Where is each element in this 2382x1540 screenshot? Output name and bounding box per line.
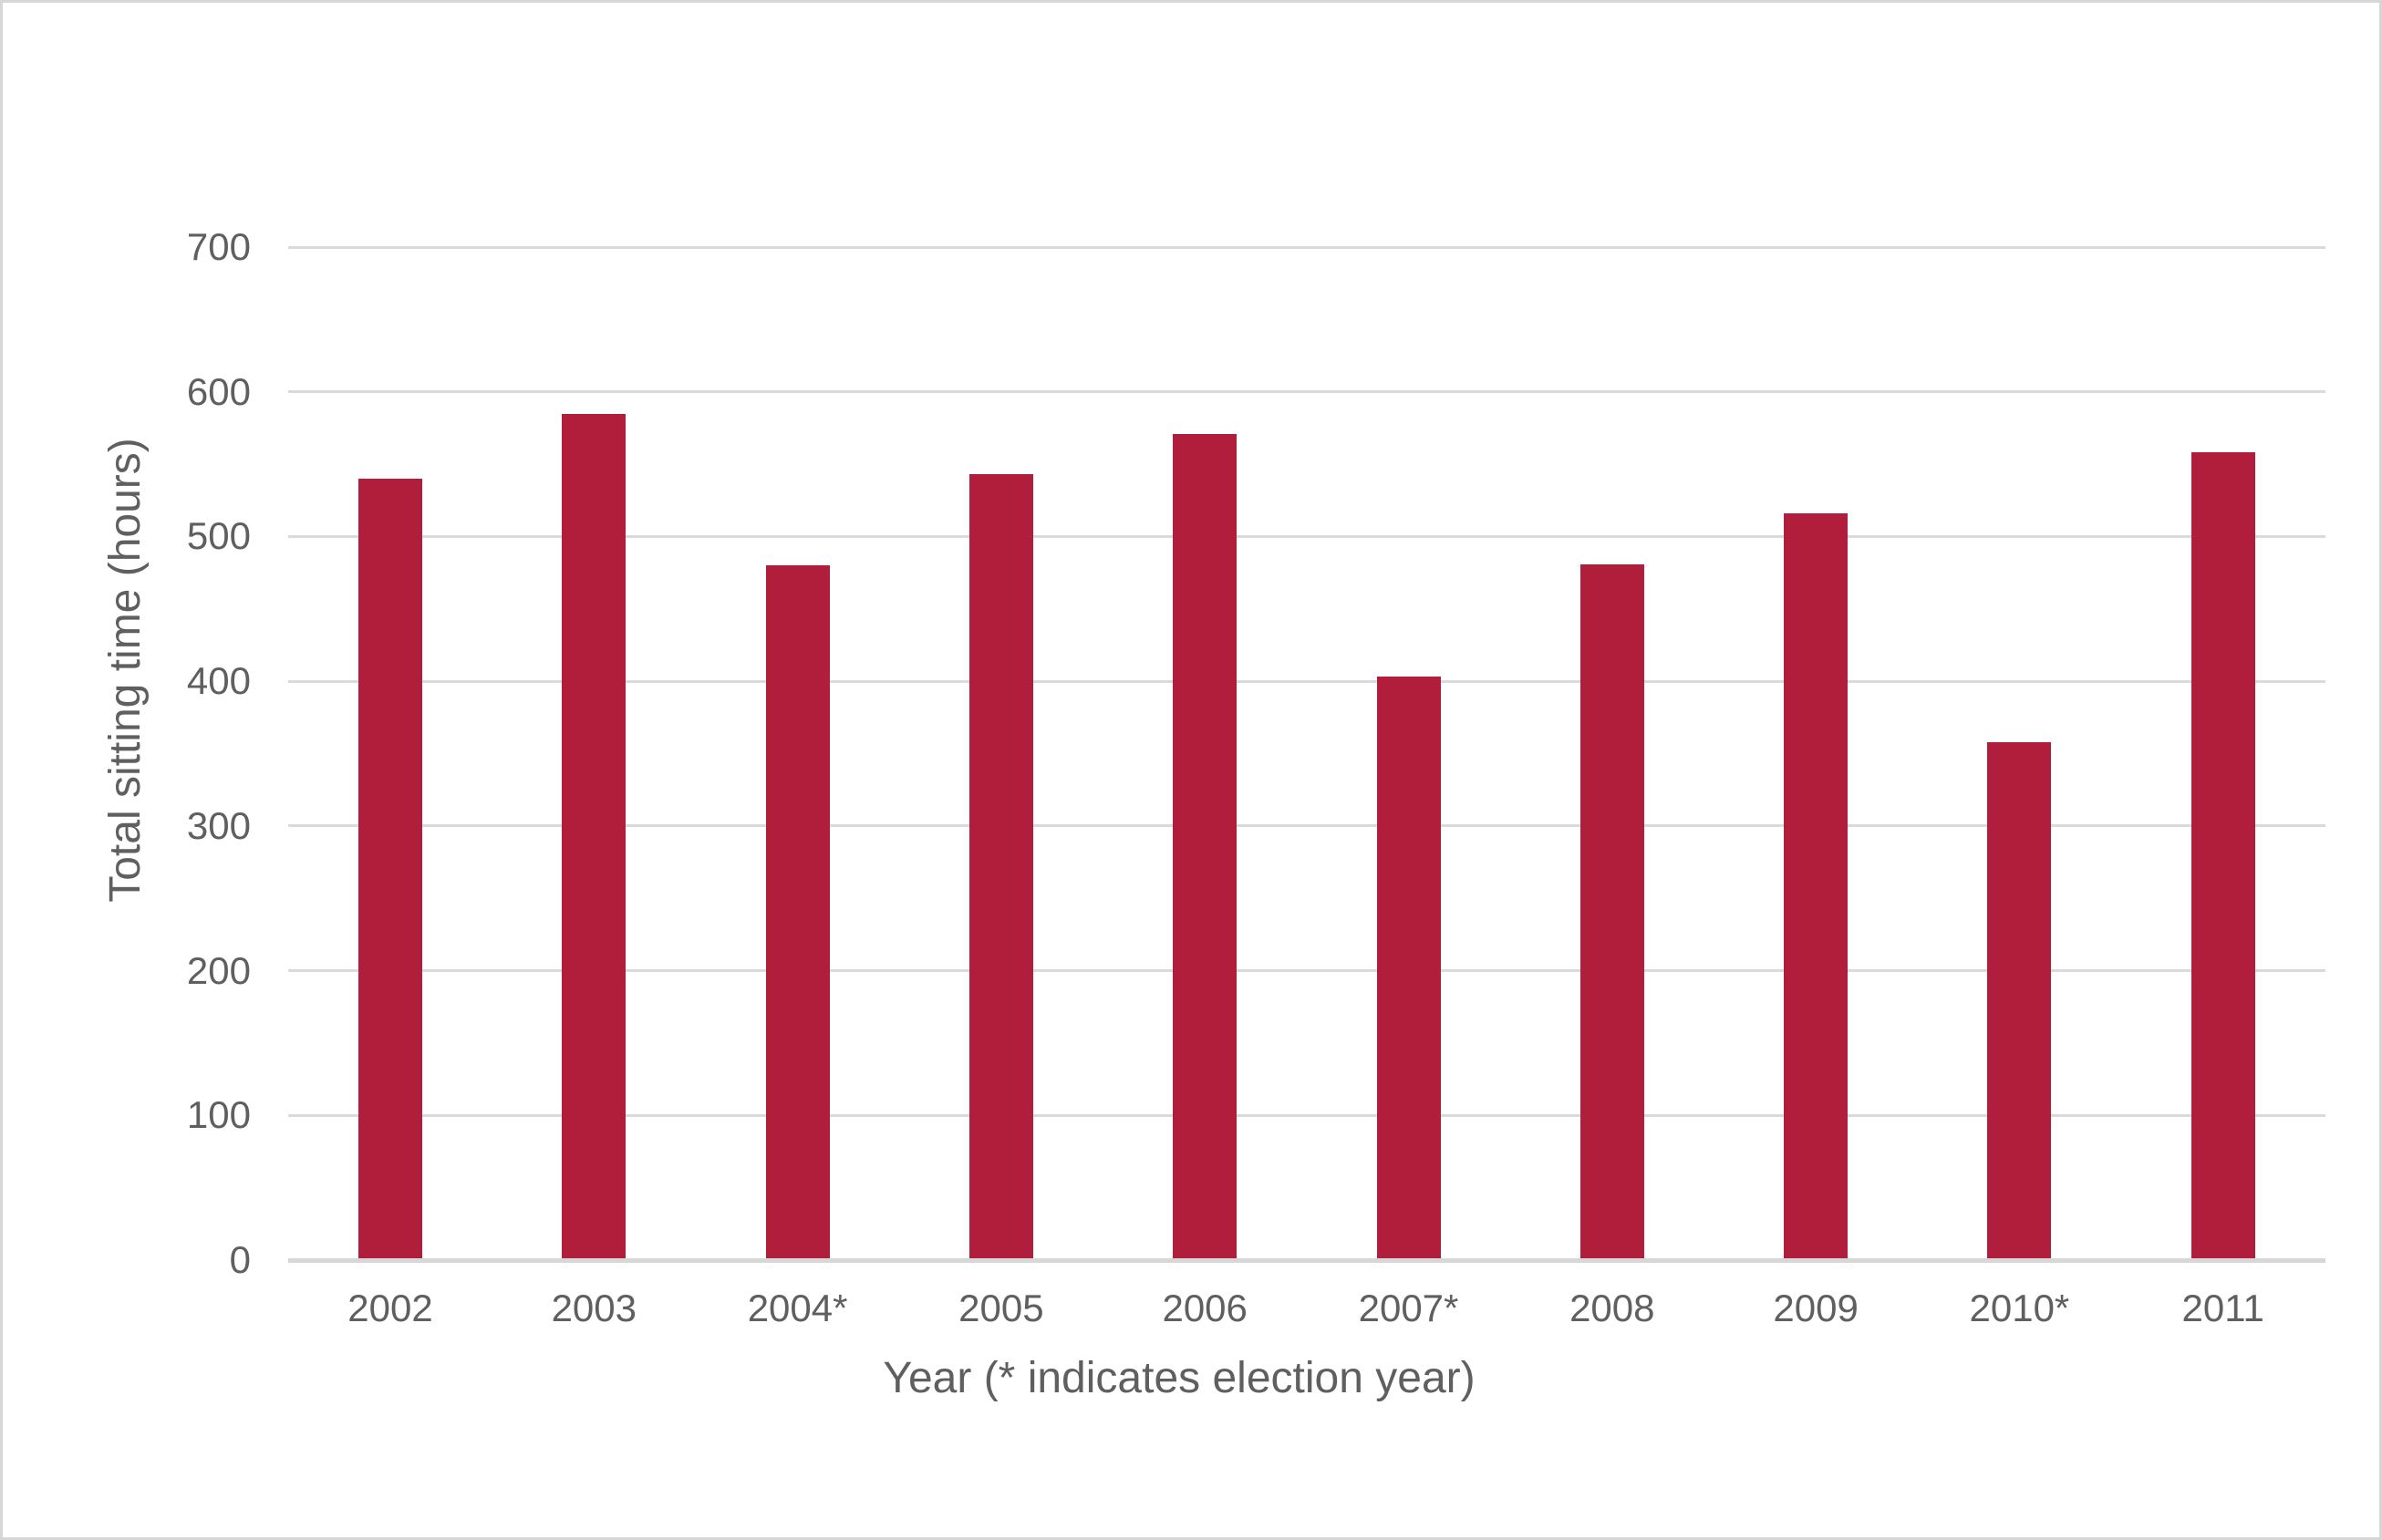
- x-tick-label: 2007*: [1358, 1287, 1459, 1329]
- y-tick-label: 100: [186, 1093, 251, 1137]
- gridline-700: [288, 245, 2325, 249]
- y-tick-label: 600: [186, 369, 251, 413]
- x-tick-label: 2002: [347, 1287, 433, 1329]
- gridline-600: [288, 390, 2325, 394]
- x-tick-label: 2008: [1569, 1287, 1655, 1329]
- bar-2010: [1987, 741, 2052, 1258]
- y-tick-label: 0: [229, 1238, 251, 1281]
- x-tick-label: 2009: [1773, 1287, 1859, 1329]
- bar-2008: [1579, 563, 1644, 1258]
- y-tick-label: 300: [186, 803, 251, 847]
- bar-2005: [968, 474, 1033, 1258]
- gridline-500: [288, 534, 2325, 538]
- x-axis-title: Year (* indicates election year): [883, 1354, 1476, 1402]
- x-tick-label: 2010*: [1969, 1287, 2070, 1329]
- y-tick-label: 700: [186, 225, 251, 268]
- bar-2002: [358, 478, 422, 1258]
- y-tick-label: 200: [186, 948, 251, 992]
- x-tick-label: 2006: [1162, 1287, 1248, 1329]
- bar-2007: [1376, 677, 1441, 1258]
- gridline-300: [288, 824, 2325, 828]
- x-tick-label: 2003: [551, 1287, 637, 1329]
- x-tick-label: 2004*: [747, 1287, 848, 1329]
- x-tick-label: 2005: [958, 1287, 1044, 1329]
- x-tick-label: 2011: [2181, 1287, 2264, 1329]
- bar-2011: [2190, 452, 2255, 1258]
- gridline-200: [288, 969, 2325, 973]
- x-axis-line: [288, 1257, 2325, 1263]
- bar-2003: [562, 413, 627, 1258]
- y-tick-label: 500: [186, 514, 251, 558]
- bar-2006: [1173, 433, 1238, 1258]
- gridline-400: [288, 679, 2325, 683]
- gridline-100: [288, 1113, 2325, 1117]
- bar-2009: [1784, 513, 1849, 1258]
- y-tick-label: 400: [186, 659, 251, 703]
- bar-2004: [765, 565, 830, 1258]
